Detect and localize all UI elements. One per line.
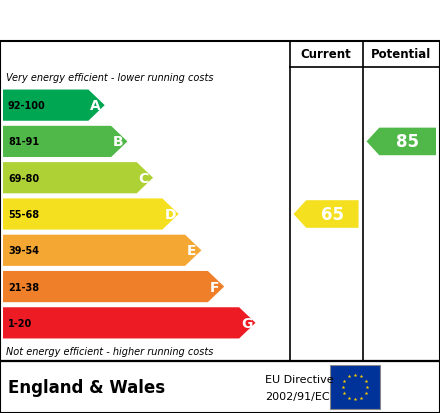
Text: 55-68: 55-68 <box>8 209 39 219</box>
Text: C: C <box>139 171 149 185</box>
Text: 65: 65 <box>321 206 344 223</box>
Text: 39-54: 39-54 <box>8 246 39 256</box>
Text: E: E <box>187 244 197 258</box>
Polygon shape <box>3 271 224 302</box>
Polygon shape <box>293 201 359 228</box>
Text: A: A <box>90 99 101 113</box>
Text: Current: Current <box>301 48 352 62</box>
Polygon shape <box>3 163 153 194</box>
Polygon shape <box>3 126 128 158</box>
Text: EU Directive: EU Directive <box>265 374 334 384</box>
Text: Energy Efficiency Rating: Energy Efficiency Rating <box>11 11 299 31</box>
Text: 81-91: 81-91 <box>8 137 39 147</box>
Text: Not energy efficient - higher running costs: Not energy efficient - higher running co… <box>6 346 213 356</box>
Text: 21-38: 21-38 <box>8 282 39 292</box>
Text: F: F <box>210 280 220 294</box>
Polygon shape <box>3 235 202 266</box>
Polygon shape <box>367 128 436 156</box>
Text: B: B <box>113 135 124 149</box>
Text: D: D <box>164 207 176 221</box>
Text: 85: 85 <box>396 133 419 151</box>
Polygon shape <box>3 199 179 230</box>
Text: Very energy efficient - lower running costs: Very energy efficient - lower running co… <box>6 73 213 83</box>
Text: 92-100: 92-100 <box>8 101 46 111</box>
Polygon shape <box>3 308 256 339</box>
Text: 1-20: 1-20 <box>8 318 32 328</box>
Text: England & Wales: England & Wales <box>8 378 165 396</box>
Text: 69-80: 69-80 <box>8 173 39 183</box>
Text: G: G <box>241 316 253 330</box>
Text: 2002/91/EC: 2002/91/EC <box>265 392 330 401</box>
Text: Potential: Potential <box>371 48 431 62</box>
Polygon shape <box>3 90 105 121</box>
Bar <box>330 365 380 409</box>
